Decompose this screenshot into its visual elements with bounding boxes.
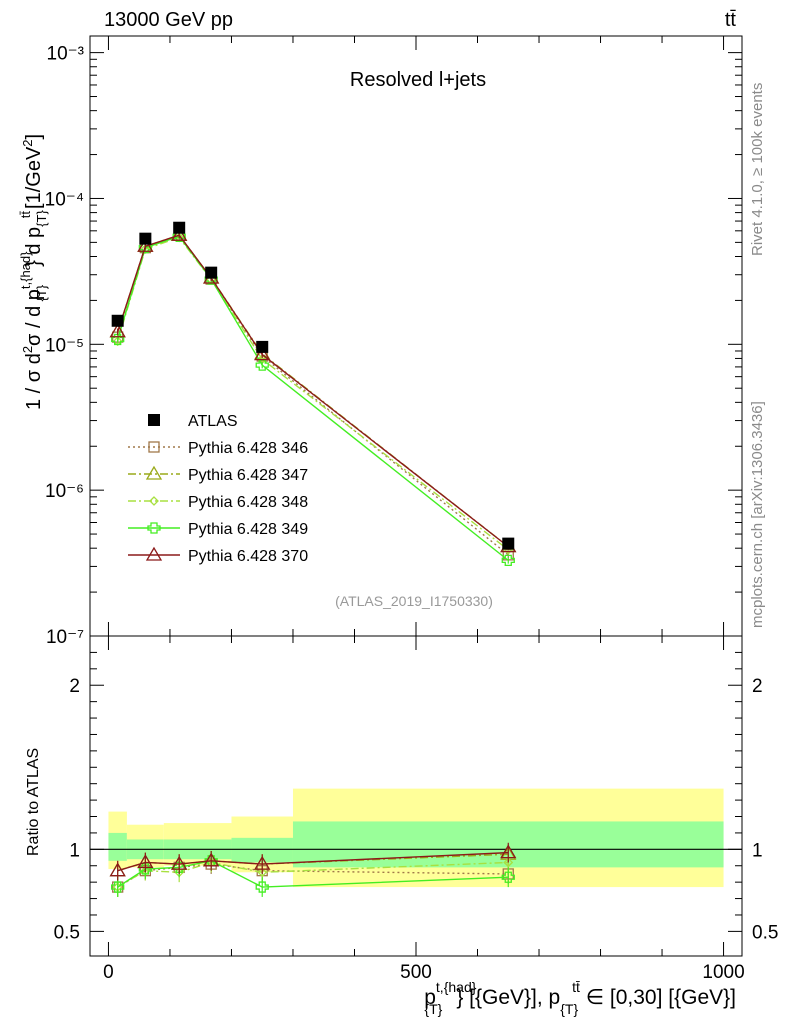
legend: ATLAS Pythia 6.428 346 Pythia 6.428 347 Pyt… xyxy=(128,413,308,565)
legend-marker xyxy=(145,465,163,480)
energy-label: 13000 GeV pp xyxy=(104,9,233,31)
rivet-version-label: Rivet 4.1.0, ≥ 100k events xyxy=(749,83,766,256)
ratio-series-point xyxy=(500,844,517,859)
main-axes: 10⁻⁷ 10⁻⁶ 10⁻⁵ 10⁻⁴ 10⁻³ xyxy=(45,36,742,648)
x-axis-label: pt,{had} {T}} [{GeV}], p{T}tt̄ ∈ [0,30] [… xyxy=(424,979,736,1017)
atlas-data-point xyxy=(111,314,124,327)
ratio-series-point xyxy=(172,861,186,874)
main-series-point xyxy=(501,554,515,567)
main-series-point xyxy=(254,346,271,361)
atlas-data-point xyxy=(205,266,218,279)
atlas-data-point xyxy=(502,537,515,550)
ratio-series-point xyxy=(255,881,269,893)
legend-label: Pythia 6.428 370 xyxy=(188,548,308,565)
ratio-y-tick-label-right: 0.5 xyxy=(752,922,778,943)
legend-label: Pythia 6.428 346 xyxy=(188,440,308,457)
ratio-series-point xyxy=(203,852,220,867)
y-tick-label: 10⁻⁶ xyxy=(45,481,84,502)
ratio-y-tick-label: 2 xyxy=(69,676,80,697)
legend-label: Pythia 6.428 348 xyxy=(188,494,308,511)
main-series-line xyxy=(117,234,509,548)
ratio-series-point xyxy=(137,854,154,869)
main-series-point xyxy=(111,333,125,346)
process-label: tt̄ xyxy=(725,9,737,31)
plot-title: Resolved l+jets xyxy=(350,69,486,91)
ratio-axes: 0.5 0.5 1 1 2 2 0 500 1000 xyxy=(54,636,778,983)
main-series-line xyxy=(117,234,509,548)
ratio-band-inner xyxy=(108,832,127,861)
legend-marker-atlas xyxy=(148,414,160,426)
main-y-axis-label: 1 / σ d2σ / d pt,{had}{T}} d p{T}tt̄[1/G… xyxy=(18,134,49,410)
main-series-point xyxy=(171,226,188,241)
atlas-data-point xyxy=(173,221,186,234)
legend-marker xyxy=(145,546,163,561)
ratio-series-point xyxy=(171,855,188,870)
x-tick-label: 500 xyxy=(400,962,432,983)
main-series-point xyxy=(137,237,154,252)
legend-label: Pythia 6.428 347 xyxy=(188,467,308,484)
legend-marker xyxy=(149,496,159,506)
main-panel-frame xyxy=(89,35,743,637)
legend-label: Pythia 6.428 349 xyxy=(188,521,308,538)
legend-marker xyxy=(148,441,160,453)
main-series xyxy=(109,221,517,567)
ratio-y-tick-label-right: 2 xyxy=(752,676,763,697)
ratio-y-axis-label: Ratio to ATLAS xyxy=(25,748,42,856)
ratio-series-point xyxy=(111,881,125,893)
mcplots-label: mcplots.cern.ch [arXiv:1306.3436] xyxy=(749,401,766,628)
main-series-point xyxy=(109,323,126,338)
ratio-series-point xyxy=(257,867,268,878)
ratio-y-tick-label: 0.5 xyxy=(54,922,80,943)
main-series-point xyxy=(255,359,269,371)
x-tick-label: 1000 xyxy=(702,962,744,983)
analysis-label: (ATLAS_2019_I1750330) xyxy=(335,593,493,609)
ratio-series xyxy=(109,842,517,897)
y-tick-label: 10⁻³ xyxy=(47,44,85,65)
ratio-series-line xyxy=(117,861,509,888)
ratio-uncertainty-bands xyxy=(90,788,742,888)
y-tick-label: 10⁻⁷ xyxy=(46,627,84,648)
x-tick-label: 0 xyxy=(103,962,114,983)
y-tick-label: 10⁻⁴ xyxy=(45,189,84,210)
ratio-y-tick-label-right: 1 xyxy=(752,840,763,861)
ratio-series-line xyxy=(117,860,509,888)
ratio-series-point xyxy=(501,871,515,883)
ratio-series-point xyxy=(503,857,514,868)
ratio-series-point xyxy=(109,862,126,877)
legend-label-atlas: ATLAS xyxy=(188,413,238,430)
ratio-series-point xyxy=(254,855,271,870)
ratio-y-tick-label: 1 xyxy=(69,840,80,861)
main-series-point xyxy=(112,336,123,347)
legend-marker xyxy=(147,522,161,534)
y-tick-label: 10⁻⁵ xyxy=(45,335,84,356)
atlas-data-point xyxy=(256,340,269,353)
atlas-data-point xyxy=(139,232,152,245)
